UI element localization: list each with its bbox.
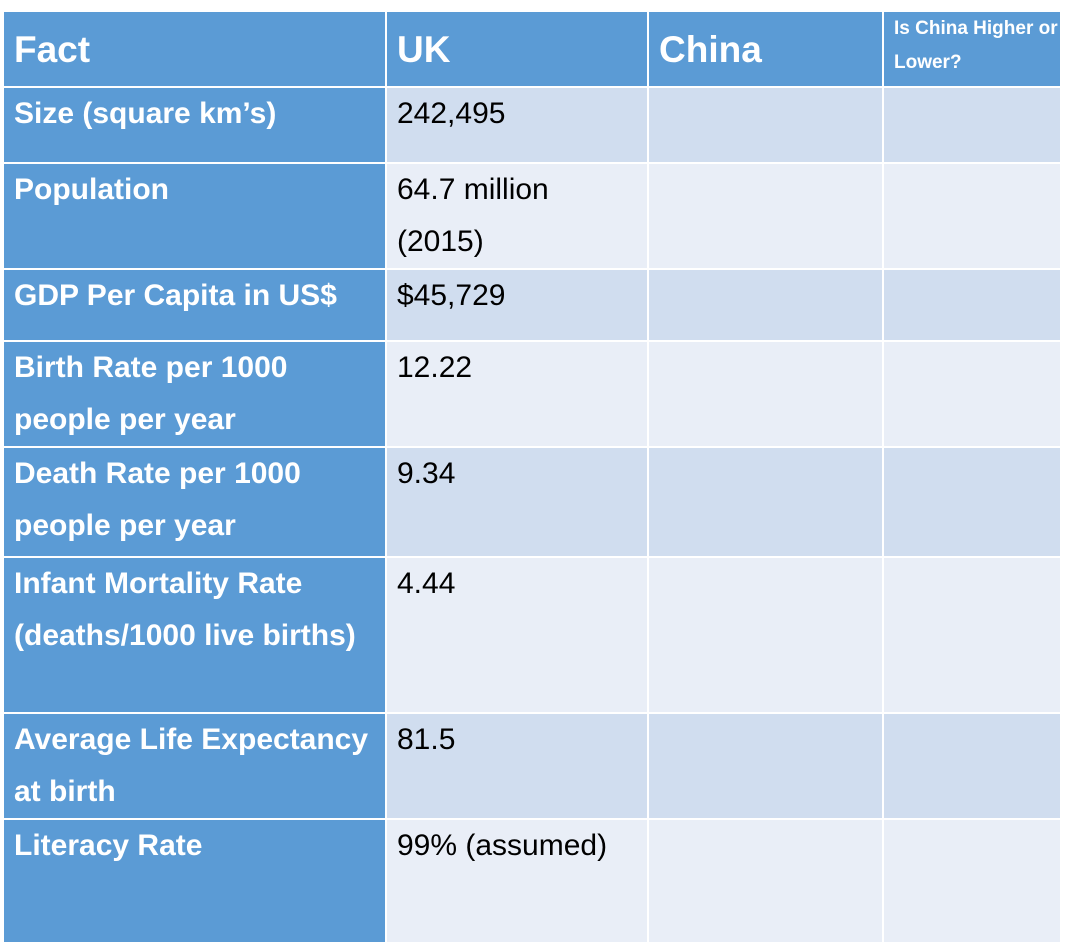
row-uk-value: 4.44 (387, 558, 647, 712)
row-china-value (649, 820, 882, 942)
table-row: Average Life Expectancy at birth 81.5 (4, 714, 1060, 818)
table-row: Literacy Rate 99% (assumed) (4, 820, 1060, 942)
row-fact-label: Population (4, 164, 385, 268)
row-compare-value (884, 342, 1060, 446)
row-uk-value: $45,729 (387, 270, 647, 340)
header-row: Fact UK China Is China Higher or Lower? (4, 12, 1060, 86)
row-china-value (649, 342, 882, 446)
row-uk-value: 64.7 million (2015) (387, 164, 647, 268)
row-fact-label: Death Rate per 1000 people per year (4, 448, 385, 556)
row-uk-value: 242,495 (387, 88, 647, 162)
row-fact-label: GDP Per Capita in US$ (4, 270, 385, 340)
header-compare: Is China Higher or Lower? (884, 12, 1060, 86)
header-fact: Fact (4, 12, 385, 86)
row-fact-label: Literacy Rate (4, 820, 385, 942)
row-china-value (649, 448, 882, 556)
row-compare-value (884, 88, 1060, 162)
row-fact-label: Infant Mortality Rate (deaths/1000 live … (4, 558, 385, 712)
row-compare-value (884, 820, 1060, 942)
table-row: Death Rate per 1000 people per year 9.34 (4, 448, 1060, 556)
row-china-value (649, 88, 882, 162)
row-uk-value: 12.22 (387, 342, 647, 446)
row-uk-value: 81.5 (387, 714, 647, 818)
row-uk-value: 99% (assumed) (387, 820, 647, 942)
header-uk: UK (387, 12, 647, 86)
row-china-value (649, 270, 882, 340)
row-china-value (649, 714, 882, 818)
row-fact-label: Size (square km’s) (4, 88, 385, 162)
table-row: Infant Mortality Rate (deaths/1000 live … (4, 558, 1060, 712)
row-compare-value (884, 164, 1060, 268)
table-row: GDP Per Capita in US$ $45,729 (4, 270, 1060, 340)
row-compare-value (884, 270, 1060, 340)
header-china: China (649, 12, 882, 86)
row-compare-value (884, 558, 1060, 712)
row-china-value (649, 164, 882, 268)
table-row: Population 64.7 million (2015) (4, 164, 1060, 268)
row-fact-label: Average Life Expectancy at birth (4, 714, 385, 818)
row-uk-value: 9.34 (387, 448, 647, 556)
row-compare-value (884, 714, 1060, 818)
row-compare-value (884, 448, 1060, 556)
row-fact-label: Birth Rate per 1000 people per year (4, 342, 385, 446)
table-row: Birth Rate per 1000 people per year 12.2… (4, 342, 1060, 446)
row-china-value (649, 558, 882, 712)
fact-comparison-table: Fact UK China Is China Higher or Lower? … (2, 10, 1062, 944)
table-row: Size (square km’s) 242,495 (4, 88, 1060, 162)
